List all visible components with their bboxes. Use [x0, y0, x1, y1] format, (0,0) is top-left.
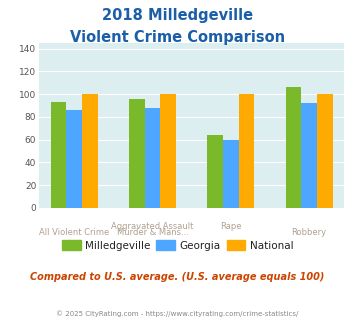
Text: Aggravated Assault: Aggravated Assault — [111, 221, 194, 231]
Bar — [286, 87, 301, 208]
Bar — [207, 135, 223, 208]
Bar — [239, 94, 254, 208]
Text: 2018 Milledgeville: 2018 Milledgeville — [102, 8, 253, 23]
Bar — [129, 99, 145, 208]
Bar — [301, 103, 317, 208]
Text: Violent Crime Comparison: Violent Crime Comparison — [70, 30, 285, 45]
Bar — [66, 110, 82, 208]
Bar — [51, 102, 66, 208]
Bar — [82, 94, 98, 208]
Bar — [317, 94, 333, 208]
Legend: Milledgeville, Georgia, National: Milledgeville, Georgia, National — [58, 236, 297, 255]
Bar — [223, 140, 239, 208]
Bar — [160, 94, 176, 208]
Bar — [145, 108, 160, 208]
Text: Robbery: Robbery — [291, 228, 327, 237]
Text: Rape: Rape — [220, 221, 242, 231]
Text: Murder & Mans...: Murder & Mans... — [117, 228, 189, 237]
Text: Compared to U.S. average. (U.S. average equals 100): Compared to U.S. average. (U.S. average … — [30, 272, 325, 282]
Text: All Violent Crime: All Violent Crime — [39, 228, 109, 237]
Text: © 2025 CityRating.com - https://www.cityrating.com/crime-statistics/: © 2025 CityRating.com - https://www.city… — [56, 310, 299, 317]
